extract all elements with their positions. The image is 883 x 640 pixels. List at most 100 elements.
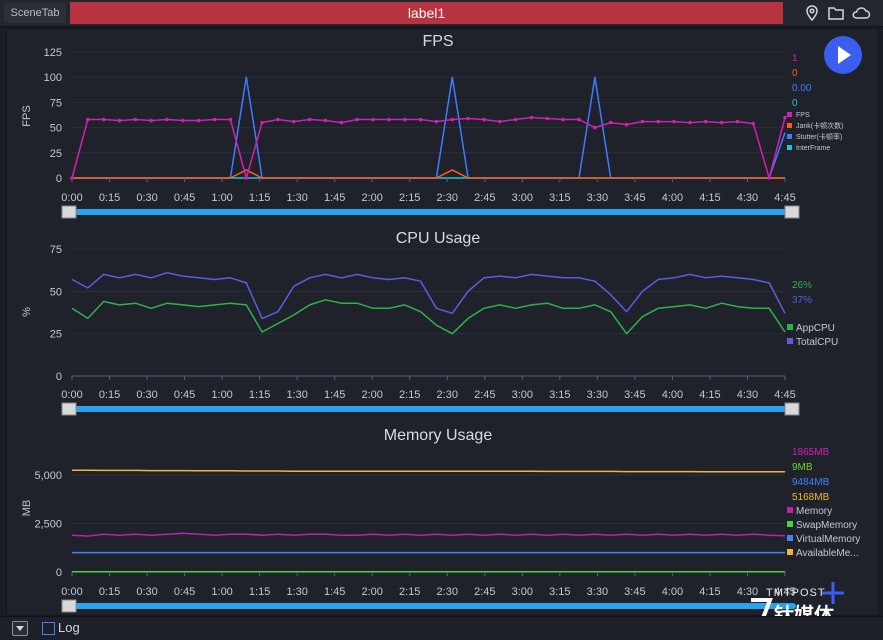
folder-icon[interactable]: [827, 4, 845, 22]
memory-chart-title: Memory Usage: [384, 427, 493, 444]
fps-point: [292, 119, 296, 124]
memory-slider-track[interactable]: [66, 603, 796, 609]
x-tick-label: 4:15: [699, 192, 720, 204]
cpu-chart: CPU Usage % 0 25 50 75 0:00 0:15 0:30 0:45 1:00…: [21, 230, 838, 416]
fps-time-slider[interactable]: [61, 205, 800, 219]
y-tick-label: 75: [50, 244, 62, 256]
fps-point: [703, 119, 708, 124]
fps-point: [688, 120, 692, 125]
legend-swatch: [787, 521, 793, 527]
fps-slider-track[interactable]: [66, 209, 796, 215]
x-tick-label: 1:30: [286, 586, 307, 598]
chevron-down-icon[interactable]: [13, 622, 27, 635]
memory-series: [71, 469, 786, 573]
fps-ylabel: FPS: [21, 105, 33, 126]
memory-time-slider[interactable]: [61, 599, 796, 613]
cpu-slider-right-handle[interactable]: [784, 402, 800, 416]
memory-chart: Memory Usage MB 0 2,500 5,000 0:00 0:15 0:30…: [21, 427, 860, 613]
cpu-slider-track[interactable]: [66, 406, 796, 412]
x-tick-label: 4:15: [699, 586, 720, 598]
y-tick-label: 75: [50, 97, 62, 109]
bottom-bar: Log: [0, 616, 883, 640]
log-checkbox[interactable]: [42, 622, 55, 635]
x-tick-label: 3:30: [587, 586, 608, 598]
memory-slider-left-handle[interactable]: [61, 599, 77, 613]
fps-slider-right-handle[interactable]: [784, 205, 800, 219]
y-tick-label: 5,000: [34, 470, 62, 482]
x-tick-label: 3:15: [549, 192, 570, 204]
memory-legend: Memory SwapMemory VirtualMemory Availabl…: [787, 506, 860, 559]
x-tick-label: 4:30: [737, 192, 758, 204]
cpu-time-slider[interactable]: [61, 402, 800, 416]
x-tick-label: 3:15: [549, 389, 570, 401]
x-tick-label: 1:45: [324, 389, 345, 401]
cpu-slider-left-handle[interactable]: [61, 402, 77, 416]
x-tick-label: 2:15: [399, 586, 420, 598]
fps-point: [371, 117, 375, 122]
legend-swatch: [787, 507, 793, 513]
fps-point: [640, 119, 645, 124]
y-tick-label: 0: [56, 567, 62, 579]
play-button[interactable]: [824, 36, 862, 74]
x-tick-label: 1:45: [324, 586, 345, 598]
x-tick-label: 4:00: [662, 586, 683, 598]
jank-current-value: 0: [792, 68, 798, 79]
legend-label: VirtualMemory: [796, 534, 860, 545]
x-tick-label: 2:00: [361, 192, 382, 204]
location-pin-icon[interactable]: [803, 4, 821, 22]
x-tick-label: 4:45: [774, 586, 795, 598]
legend-swatch: [787, 549, 793, 555]
fps-point: [561, 117, 565, 122]
available-current-value: 5168MB: [792, 492, 830, 503]
y-tick-label: 0: [56, 371, 62, 383]
x-tick-label: 4:00: [662, 389, 683, 401]
plus-icon: [822, 582, 844, 604]
legend-label: TotalCPU: [796, 337, 838, 348]
fps-series: [70, 76, 787, 180]
fps-point: [402, 117, 407, 122]
series-line-memory: [71, 532, 786, 537]
fps-point: [783, 115, 787, 120]
fps-point: [450, 117, 455, 122]
dropdown-toggle[interactable]: [12, 621, 28, 636]
x-tick-label: 1:15: [249, 586, 270, 598]
x-tick-label: 0:15: [99, 192, 120, 204]
x-tick-label: 4:30: [737, 389, 758, 401]
fps-grid: [72, 51, 785, 179]
y-tick-label: 0: [56, 173, 62, 185]
cloud-icon[interactable]: [851, 4, 871, 22]
cpu-grid: [72, 248, 785, 377]
fps-point: [117, 118, 122, 123]
x-tick-label: 0:30: [136, 192, 157, 204]
log-label: Log: [58, 620, 80, 635]
x-tick-label: 0:45: [174, 586, 195, 598]
series-line-jank: [72, 169, 785, 179]
fps-point: [212, 117, 217, 122]
x-tick-label: 3:45: [624, 586, 645, 598]
x-tick-label: 3:45: [624, 389, 645, 401]
x-tick-label: 0:45: [174, 192, 195, 204]
x-tick-label: 3:00: [512, 192, 533, 204]
fps-point: [196, 118, 201, 123]
y-tick-label: 50: [50, 286, 62, 298]
fps-point: [513, 117, 518, 122]
x-tick-label: 4:30: [737, 586, 758, 598]
scene-tab[interactable]: SceneTab: [4, 3, 66, 23]
x-tick-label: 4:15: [699, 389, 720, 401]
legend-label: Memory: [796, 506, 832, 517]
fps-point: [672, 119, 676, 124]
fps-point: [418, 117, 423, 122]
fps-slider-left-handle[interactable]: [61, 205, 77, 219]
x-tick-label: 4:45: [774, 389, 795, 401]
virtual-current-value: 9484MB: [792, 477, 830, 488]
cpu-ylabel: %: [21, 307, 33, 317]
fps-point: [482, 117, 486, 122]
play-icon[interactable]: [838, 46, 851, 64]
watermark-brand: TMTPOST: [766, 587, 826, 599]
x-tick-label: 1:00: [211, 192, 232, 204]
fps-point: [529, 115, 534, 120]
legend-swatch: [787, 338, 793, 344]
x-tick-label: 2:45: [474, 389, 495, 401]
title-label: label1: [70, 2, 783, 24]
